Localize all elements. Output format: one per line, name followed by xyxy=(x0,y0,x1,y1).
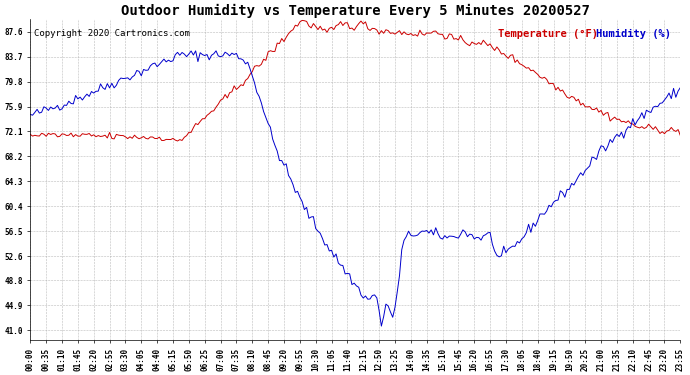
Title: Outdoor Humidity vs Temperature Every 5 Minutes 20200527: Outdoor Humidity vs Temperature Every 5 … xyxy=(121,4,590,18)
Text: Temperature (°F): Temperature (°F) xyxy=(498,29,598,39)
Text: Humidity (%): Humidity (%) xyxy=(596,29,671,39)
Text: Copyright 2020 Cartronics.com: Copyright 2020 Cartronics.com xyxy=(34,29,190,38)
